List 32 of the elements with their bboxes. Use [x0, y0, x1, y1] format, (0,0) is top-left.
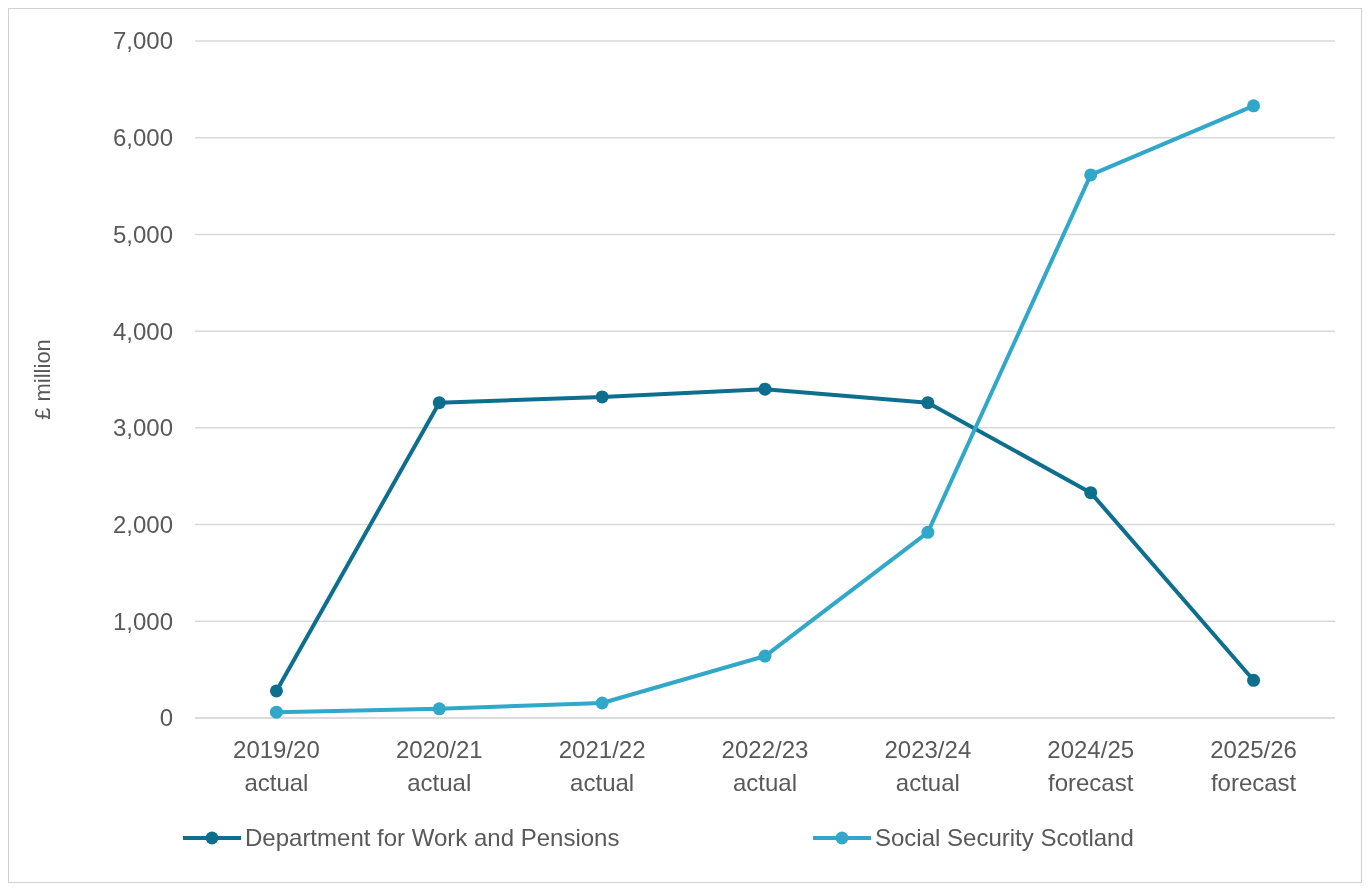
point	[595, 696, 609, 710]
point	[758, 382, 772, 396]
point	[1247, 99, 1261, 113]
y-tick-label: 3,000	[112, 414, 173, 442]
x-tick-label: 2020/21 actual	[395, 736, 483, 796]
x-tick-label: 2025/26 forecast	[1210, 736, 1297, 796]
y-tick-label: 4,000	[112, 317, 173, 345]
x-tick-label: 2021/22 actual	[558, 736, 646, 796]
point	[1084, 486, 1098, 500]
point	[595, 390, 609, 404]
x-tick-label: 2022/23 actual	[721, 736, 809, 796]
legend-label: Social Security Scotland	[875, 824, 1134, 852]
y-tick-label: 7,000	[112, 27, 173, 55]
point	[1084, 168, 1098, 182]
x-tick-label: 2023/24 actual	[884, 736, 972, 796]
x-tick-label: 2024/25 forecast	[1047, 736, 1135, 796]
y-tick-label: 5,000	[112, 220, 173, 248]
point	[758, 649, 772, 663]
y-tick-label: 2,000	[112, 510, 173, 538]
y-tick-label: 0	[159, 704, 173, 732]
y-tick-label: 1,000	[112, 607, 173, 635]
point	[921, 396, 935, 410]
y-tick-label: 6,000	[112, 124, 173, 152]
y-axis-title: £ million	[30, 339, 55, 420]
point	[432, 396, 446, 410]
legend-label: Department for Work and Pensions	[245, 824, 620, 852]
point	[269, 684, 283, 698]
point	[269, 705, 283, 719]
point	[1247, 673, 1261, 687]
x-tick-label: 2019/20 actual	[233, 736, 320, 796]
point	[432, 702, 446, 716]
point	[921, 525, 935, 539]
